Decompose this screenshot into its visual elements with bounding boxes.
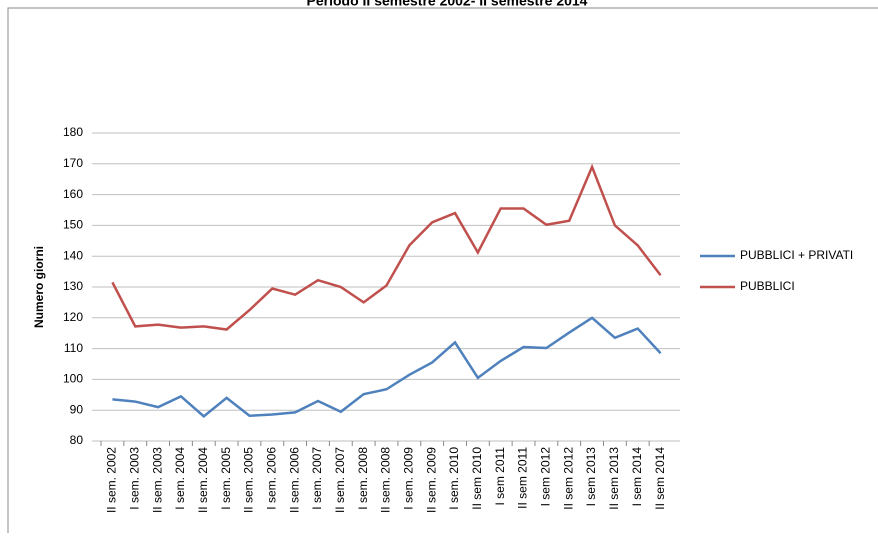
x-tick-label: I sem 2011 [493, 447, 507, 506]
y-tick-label: 140 [63, 248, 83, 262]
x-tick-label: I sem. 2007 [310, 447, 324, 510]
y-tick-label: 120 [63, 310, 83, 324]
x-tick-label: II sem. 2005 [242, 447, 256, 513]
y-tick-label: 80 [70, 433, 84, 447]
y-tick-label: 110 [64, 341, 83, 355]
legend-label: PUBBLICI [740, 279, 795, 293]
x-tick-label: I sem. 2003 [127, 447, 141, 510]
x-tick-label: II sem. 2008 [379, 447, 393, 513]
x-tick-label: I sem. 2006 [264, 447, 278, 510]
y-tick-label: 90 [70, 402, 84, 416]
y-tick-label: 160 [63, 187, 83, 201]
x-tick-label: II sem. 2007 [333, 447, 347, 513]
x-tick-label: I sem. 2009 [402, 447, 416, 510]
x-tick-label: I sem 2012 [539, 447, 553, 507]
chart-border [7, 7, 878, 533]
x-tick-label: II sem 2012 [561, 447, 575, 510]
x-tick-label: II sem. 2003 [150, 447, 164, 513]
y-tick-label: 150 [63, 218, 83, 232]
legend-label: PUBBLICI + PRIVATI [740, 248, 853, 262]
x-tick-label: II sem. 2006 [287, 447, 301, 513]
line-series [111, 163, 662, 331]
x-tick-label: I sem 2014 [630, 447, 644, 507]
x-tick-label: I sem 2013 [584, 447, 598, 507]
y-tick-label: 100 [63, 372, 83, 386]
x-tick-label: II sem. 2004 [196, 447, 210, 513]
x-tick-label: II sem 2014 [653, 447, 667, 510]
x-tick-label: II sem. 2009 [424, 447, 438, 513]
y-tick-label: 130 [63, 279, 83, 293]
x-tick-label: II sem 2010 [470, 447, 484, 510]
y-axis-label: Numero giorni [32, 246, 46, 328]
x-tick-label: I sem. 2010 [447, 447, 461, 510]
x-tick-label: I sem. 2004 [173, 447, 187, 510]
line-series [112, 316, 662, 418]
x-tick-label: II sem. 2002 [105, 447, 119, 513]
y-tick-label: 180 [63, 125, 83, 139]
x-tick-label: II sem 2011 [516, 447, 530, 509]
chart-title: Periodo II semestre 2002- II semestre 20… [307, 0, 588, 9]
x-tick-label: I sem. 2005 [219, 447, 233, 510]
y-tick-label: 170 [63, 156, 83, 170]
x-tick-label: I sem. 2008 [356, 447, 370, 510]
x-tick-label: II sem 2013 [607, 447, 621, 510]
